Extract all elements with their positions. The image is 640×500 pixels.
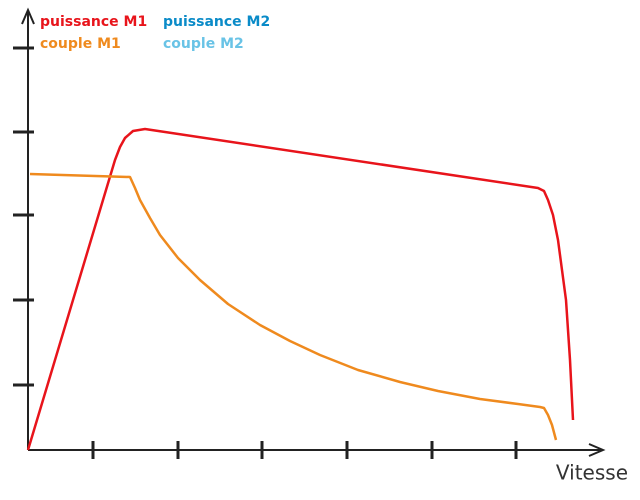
legend-entry: puissance M2 xyxy=(163,14,270,30)
y-axis-arrow xyxy=(21,7,35,25)
legend-entry: couple M1 xyxy=(40,36,121,52)
x-axis-label: Vitesse xyxy=(556,461,628,485)
series-line xyxy=(26,127,575,451)
legend-entry: couple M2 xyxy=(163,36,244,52)
series-line xyxy=(29,172,558,441)
x-axis-arrow xyxy=(588,443,606,457)
legend-entry: puissance M1 xyxy=(40,14,147,30)
